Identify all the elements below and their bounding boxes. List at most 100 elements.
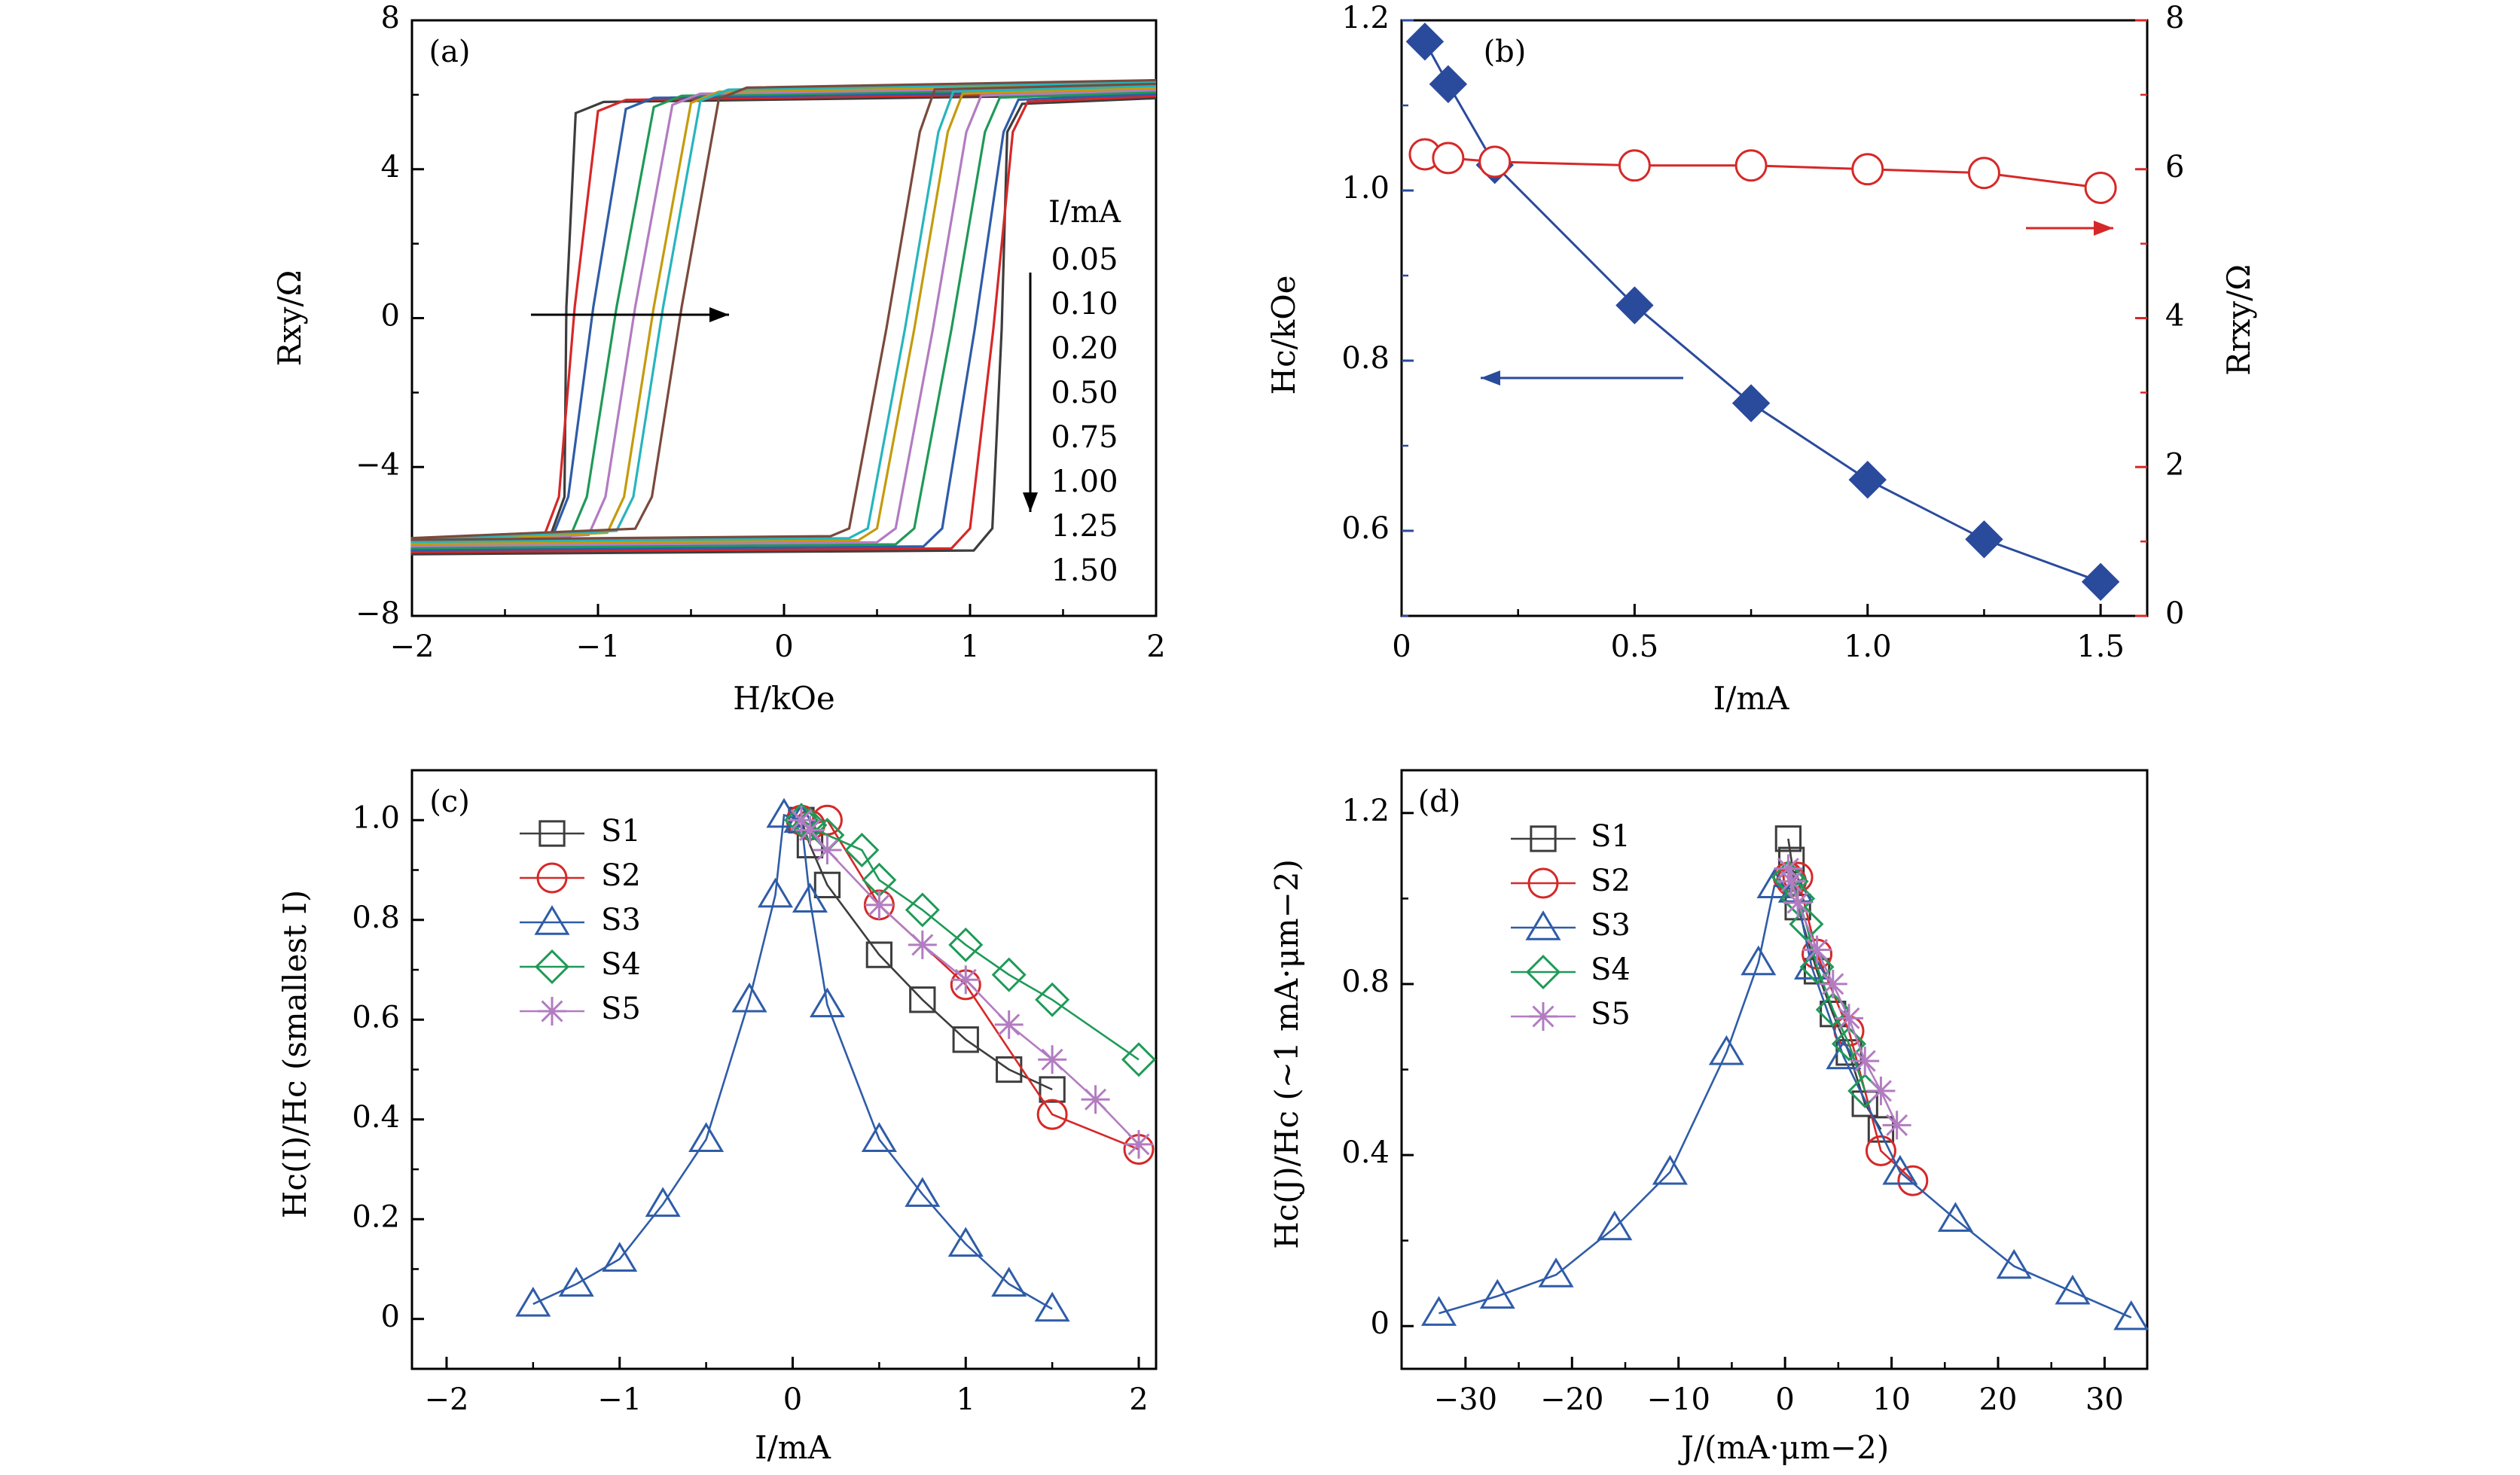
x-tick-label: 1 <box>960 629 979 664</box>
star-stroke <box>541 1000 563 1022</box>
point-S5 <box>1866 1076 1896 1105</box>
loop-series-0.05 <box>410 93 1157 556</box>
point-S3 <box>1756 868 1792 899</box>
legend-entry-0.05: 0.05 <box>1051 242 1118 277</box>
panel-a-frame <box>410 19 1158 617</box>
point-S3 <box>809 987 845 1018</box>
rxy-point <box>1967 157 2000 190</box>
point-S3 <box>792 882 828 913</box>
x-axis-label: J/(mA·μm−2) <box>1678 1429 1889 1466</box>
y-tick-label: −4 <box>355 447 400 482</box>
point-S4 <box>844 832 880 868</box>
arrow-head <box>2094 221 2113 236</box>
x-axis-label: I/mA <box>1713 680 1790 717</box>
legend-marker-S5 <box>538 997 566 1025</box>
point-S3 <box>1708 1035 1744 1065</box>
rxy-point <box>1734 149 1768 182</box>
hc-point <box>1615 286 1654 325</box>
point-S1 <box>1774 825 1802 852</box>
y-right-axis-label: Rrxy/Ω <box>2220 264 2257 376</box>
star-stroke <box>1786 891 1809 914</box>
hc-line <box>1423 41 2101 584</box>
legend-marker-S2 <box>1527 867 1559 899</box>
point-S2 <box>1897 1165 1929 1196</box>
point-S5 <box>951 965 981 995</box>
point-S5 <box>1124 1129 1154 1159</box>
y-axis-label: Rxy/Ω <box>271 270 308 366</box>
point-S3 <box>861 1122 897 1152</box>
point-S4 <box>1121 1042 1157 1077</box>
point-S3 <box>757 877 794 908</box>
point-S3 <box>1597 1210 1633 1241</box>
star-stroke <box>1886 1114 1908 1136</box>
y-right-tick-label: 2 <box>2165 447 2184 482</box>
legend-entry-1.00: 1.00 <box>1051 465 1118 499</box>
y-tick-label: 0.8 <box>352 901 400 935</box>
y-right-tick-label: 0 <box>2165 596 2184 631</box>
y-tick-label: 0.8 <box>1341 965 1390 999</box>
legend-label-S5: S5 <box>1591 997 1631 1032</box>
hc-point <box>1965 520 2003 559</box>
x-tick-label: 0 <box>783 1382 802 1417</box>
arrow-head <box>709 307 729 322</box>
star-stroke <box>1869 1080 1892 1102</box>
x-tick-label: 10 <box>1872 1382 1911 1417</box>
point-S5 <box>1777 867 1806 896</box>
legend-label-S1: S1 <box>601 814 641 849</box>
sweep-arrow <box>531 307 729 322</box>
point-S3 <box>558 1266 594 1297</box>
point-S3 <box>905 1177 941 1207</box>
point-S4 <box>1035 982 1070 1017</box>
series-line-S3 <box>1438 884 2132 1319</box>
point-S3 <box>1420 1296 1457 1326</box>
y-tick-label: 0.4 <box>352 1100 400 1135</box>
hc-point <box>1731 384 1771 422</box>
point-S4 <box>783 803 819 838</box>
legend-marker-S1 <box>1530 825 1557 852</box>
y-tick-label: 0 <box>381 299 400 334</box>
y-tick-label: 1.2 <box>1341 1 1390 35</box>
left-axis-arrow <box>1481 370 1683 386</box>
point-S2 <box>1865 1135 1896 1166</box>
y-tick-label: 0.8 <box>1341 341 1390 376</box>
hc-point <box>2081 562 2120 602</box>
point-S3 <box>1479 1278 1515 1309</box>
star-stroke <box>1777 858 1799 880</box>
point-S4 <box>1831 1026 1867 1062</box>
point-S3 <box>1741 945 1777 976</box>
loop-series-0.75 <box>410 85 1157 547</box>
point-S3 <box>1826 1039 1862 1070</box>
star-stroke <box>1853 1050 1876 1072</box>
series-line-S5 <box>801 819 1139 1145</box>
point-S4 <box>948 927 984 962</box>
point-S3 <box>1652 1154 1688 1185</box>
x-tick-label: −2 <box>424 1382 468 1417</box>
hc-point <box>1848 460 1887 499</box>
point-S3 <box>731 982 767 1013</box>
series-line-S1 <box>800 819 1053 1091</box>
legend-marker-S2 <box>536 862 568 894</box>
legend-entry-0.20: 0.20 <box>1051 331 1118 366</box>
panel-c-frame <box>410 769 1158 1370</box>
legend-marker-S4 <box>534 949 570 985</box>
point-S4 <box>905 892 940 928</box>
y-right-tick-label: 6 <box>2165 150 2184 184</box>
point-S3 <box>1937 1202 1973 1232</box>
point-S4 <box>991 957 1027 992</box>
point-S5 <box>795 815 825 845</box>
arrow-head <box>1023 492 1038 512</box>
y-left-axis-label: Hc/kOe <box>1265 275 1302 395</box>
x-tick-label: −20 <box>1540 1382 1603 1417</box>
panel-label-b: (b) <box>1484 35 1527 69</box>
point-S1 <box>909 986 936 1013</box>
point-S3 <box>1034 1291 1070 1322</box>
x-tick-label: 0 <box>774 629 793 664</box>
point-S5 <box>1818 969 1847 998</box>
legend-label-S3: S3 <box>1591 908 1631 943</box>
y-tick-label: −8 <box>355 596 400 631</box>
point-S5 <box>865 890 894 919</box>
star-stroke <box>816 839 838 861</box>
star-stroke <box>868 894 890 916</box>
legend-marker-S4 <box>1525 954 1561 990</box>
